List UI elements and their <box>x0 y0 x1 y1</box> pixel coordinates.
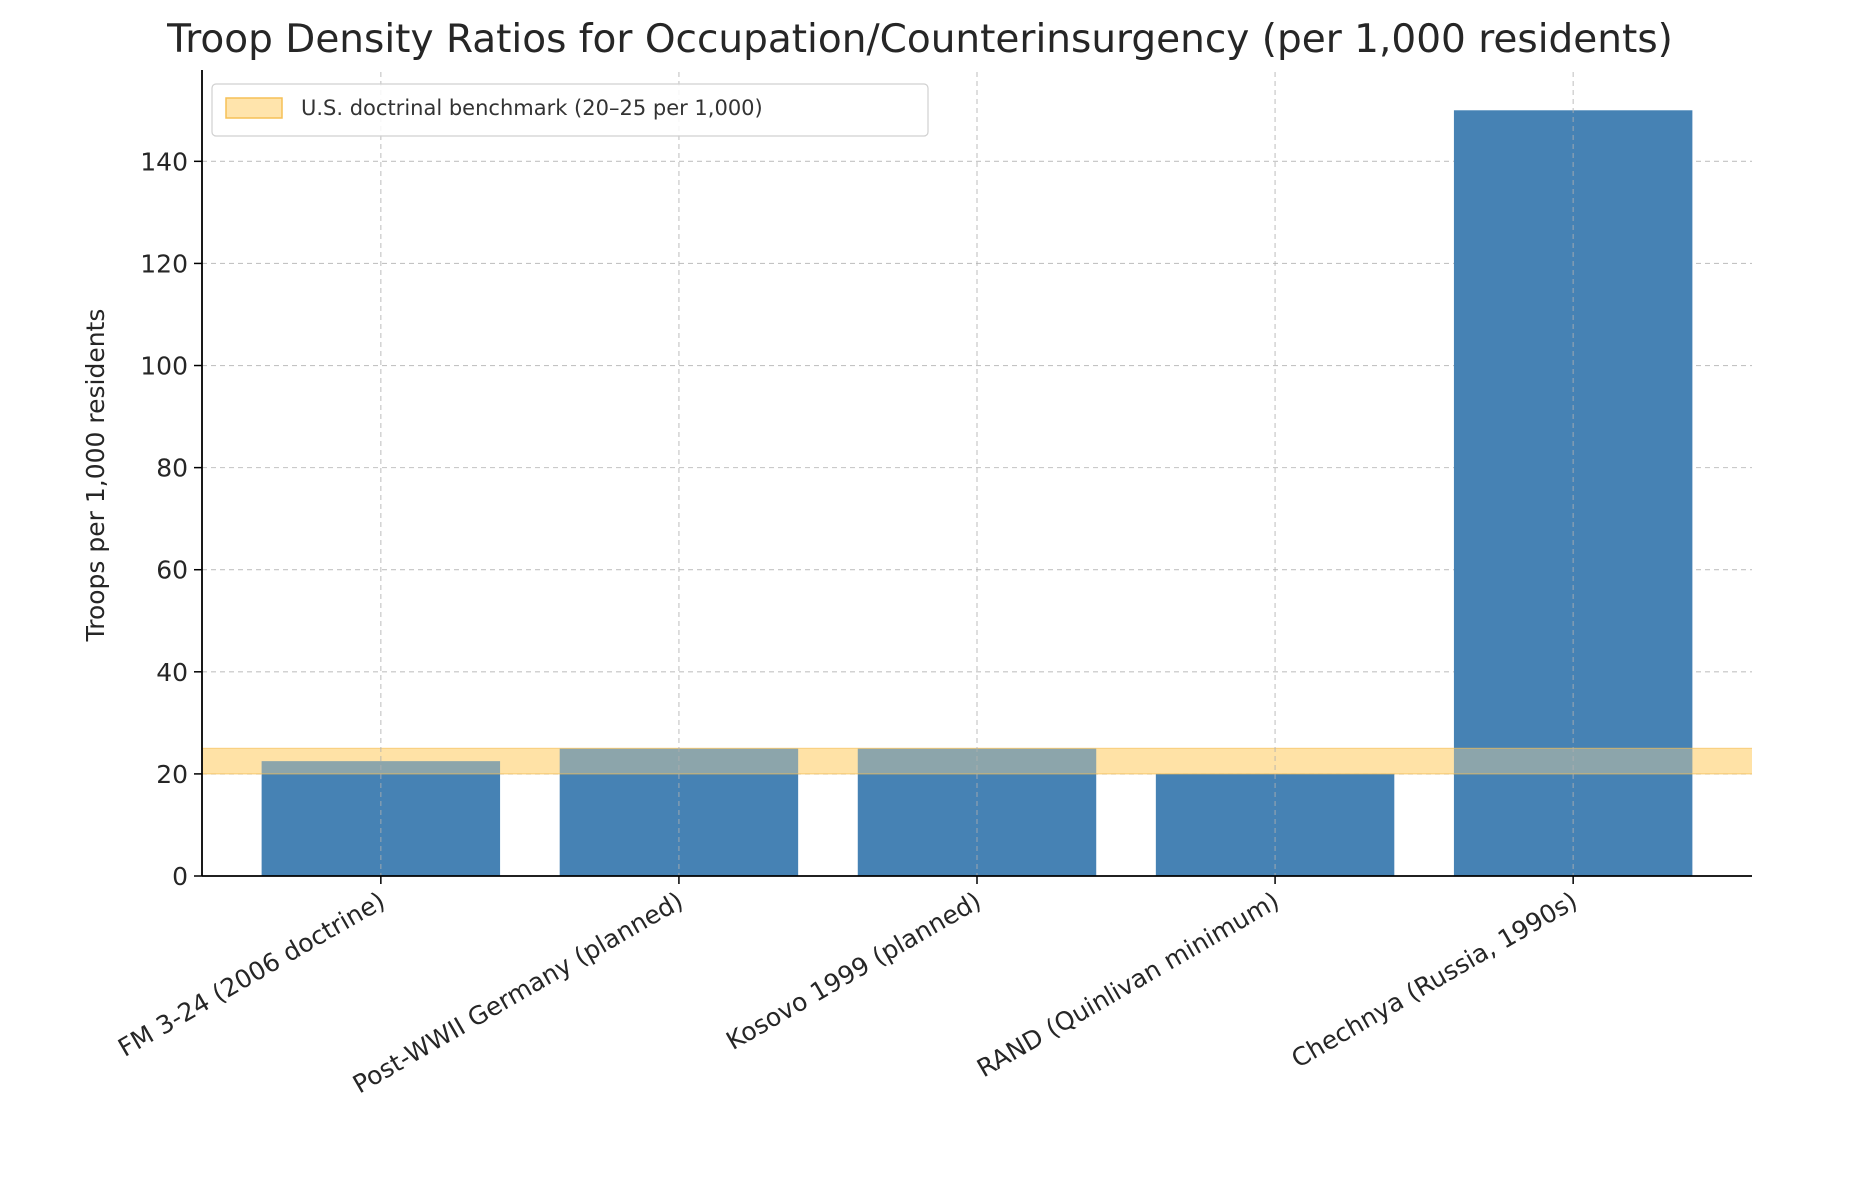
y-tick-label: 140 <box>140 147 188 176</box>
y-ticks-layer: 0 20 40 60 80 100 120 140 <box>140 147 202 891</box>
y-tick-label: 40 <box>156 658 188 687</box>
vertical-grid-layer <box>380 72 1574 876</box>
legend: U.S. doctrinal benchmark (20–25 per 1,00… <box>211 83 929 137</box>
chart-title: Troop Density Ratios for Occupation/Coun… <box>166 17 1673 62</box>
legend-label-benchmark: U.S. doctrinal benchmark (20–25 per 1,00… <box>301 96 763 120</box>
y-tick-label: 100 <box>140 352 188 381</box>
y-axis-label: Troops per 1,000 residents <box>81 309 110 643</box>
legend-frame <box>211 83 929 137</box>
y-tick-label: 80 <box>156 454 188 483</box>
y-tick-label: 120 <box>140 249 188 278</box>
x-tick-label: RAND (Quinlivan minimum) <box>972 886 1284 1083</box>
x-tick-label: Chechnya (Russia, 1990s) <box>1287 886 1583 1073</box>
x-ticks-layer: FM 3-24 (2006 doctrine)Post-WWII Germany… <box>113 876 1582 1099</box>
x-tick-label: Post-WWII Germany (planned) <box>348 886 688 1099</box>
x-tick-label: FM 3-24 (2006 doctrine) <box>113 886 390 1063</box>
benchmark-band-overlay <box>202 748 1752 774</box>
legend-swatch-benchmark <box>225 97 283 119</box>
y-tick-label: 20 <box>156 760 188 789</box>
x-tick-label: Kosovo 1999 (planned) <box>721 886 986 1056</box>
benchmark-overlay-layer <box>202 747 1752 775</box>
bar-4 <box>1155 773 1395 876</box>
y-tick-label: 60 <box>156 556 188 585</box>
y-tick-label: 0 <box>172 862 188 891</box>
